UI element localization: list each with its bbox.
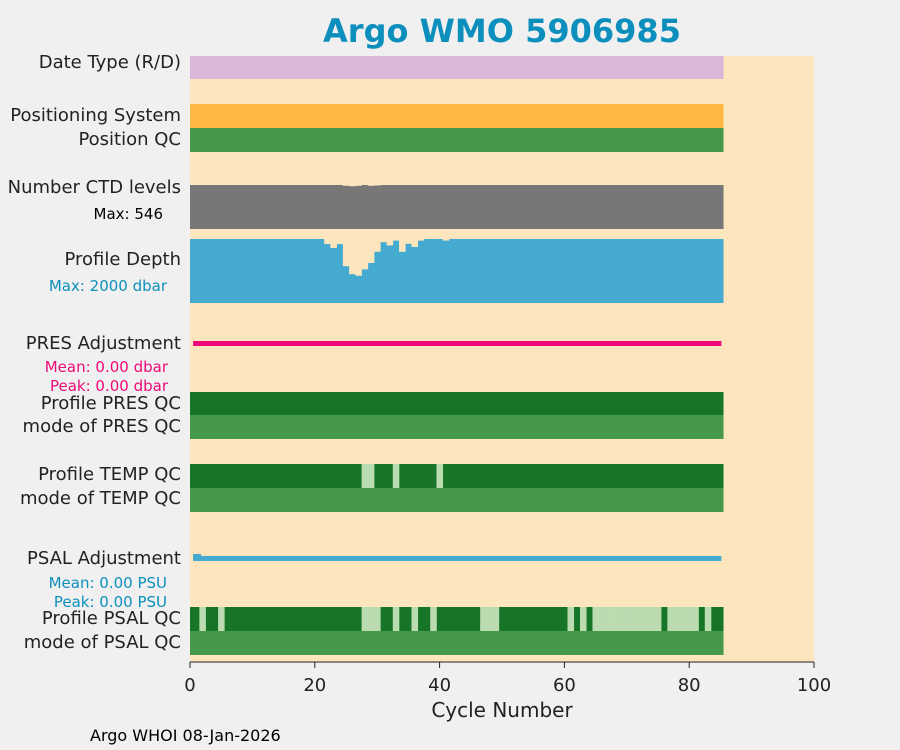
label-position-qc: Position QC — [78, 129, 181, 150]
mode-psal-qc-bar — [190, 631, 724, 655]
x-axis-label: Cycle Number — [431, 698, 573, 722]
date-type-bar — [190, 56, 724, 79]
ctd-dip-mark — [355, 185, 362, 186]
label-profile-psal-qc: Profile PSAL QC — [41, 608, 181, 629]
psal-qc-flag-mark — [629, 607, 637, 631]
label-mode-temp-qc: mode of TEMP QC — [19, 488, 181, 509]
x-tick-label: 40 — [428, 675, 452, 696]
depth-dip-mark — [336, 239, 344, 245]
ctd-dip-mark — [367, 185, 375, 186]
pres-adjustment-line — [193, 341, 722, 346]
depth-dip-mark — [405, 239, 412, 244]
pres-peak-label: Peak: 0.00 dbar — [49, 377, 168, 395]
psal-qc-flag-mark — [611, 607, 618, 631]
label-date-type: Date Type (R/D) — [38, 52, 181, 73]
ctd-levels-bar — [190, 185, 724, 229]
psal-adjustment-line — [193, 556, 722, 561]
psal-qc-flag-mark — [392, 607, 400, 631]
psal-qc-flag-mark — [679, 607, 687, 631]
psal-qc-flag-mark — [598, 607, 606, 631]
psal-qc-flag-mark — [486, 607, 493, 631]
positioning-system-bar — [190, 104, 724, 128]
pres-mean-label: Mean: 0.00 dbar — [44, 358, 168, 376]
x-tick-label: 60 — [552, 675, 576, 696]
label-psal-adjustment: PSAL Adjustment — [26, 548, 181, 569]
psal-qc-flag-mark — [636, 607, 643, 631]
psal-qc-flag-mark — [642, 607, 649, 631]
psal-qc-flag-mark — [480, 607, 487, 631]
ctd-max-label: Max: 546 — [93, 205, 163, 223]
mode-pres-qc-bar — [190, 415, 724, 439]
psal-qc-flag-mark — [592, 607, 600, 631]
depth-dip-mark — [442, 239, 450, 241]
depth-max-label: Max: 2000 dbar — [48, 277, 167, 295]
psal-qc-flag-mark — [704, 607, 712, 631]
label-profile-pres-qc: Profile PRES QC — [40, 393, 181, 414]
ctd-dip-mark — [349, 185, 356, 187]
psal-qc-flag-mark — [617, 607, 624, 631]
temp-qc-flag-mark — [361, 464, 369, 488]
ctd-dip-mark — [342, 185, 350, 186]
psal-qc-flag-mark — [654, 607, 662, 631]
footer-credit: Argo WHOI 08-Jan-2026 — [90, 726, 281, 745]
psal-qc-flag-mark — [604, 607, 612, 631]
profile-depth-bar — [190, 239, 724, 303]
depth-dip-mark — [367, 239, 375, 263]
psal-qc-flag-mark — [580, 607, 587, 631]
depth-dip-mark — [355, 239, 362, 276]
depth-dip-mark — [392, 239, 400, 241]
psal-qc-flag-mark — [673, 607, 681, 631]
psal-adjustment-start-mark — [193, 554, 202, 558]
psal-peak-label: Peak: 0.00 PSU — [53, 593, 167, 611]
psal-qc-flag-mark — [667, 607, 674, 631]
depth-dip-mark — [374, 239, 381, 252]
depth-dip-mark — [324, 239, 331, 245]
psal-qc-flag-mark — [199, 607, 206, 631]
label-profile-temp-qc: Profile TEMP QC — [38, 464, 181, 485]
psal-qc-flag-mark — [648, 607, 656, 631]
temp-qc-flag-mark — [392, 464, 400, 488]
label-mode-psal-qc: mode of PSAL QC — [23, 632, 181, 653]
depth-dip-mark — [330, 239, 337, 248]
psal-qc-flag-mark — [411, 607, 419, 631]
position-qc-bar — [190, 128, 724, 152]
x-tick-label: 100 — [796, 675, 832, 696]
label-positioning-system: Positioning System — [10, 105, 181, 126]
psal-qc-flag-mark — [367, 607, 375, 631]
psal-qc-flag-mark — [218, 607, 225, 631]
chart-title: Argo WMO 5906985 — [323, 12, 681, 50]
psal-mean-label: Mean: 0.00 PSU — [48, 574, 167, 592]
temp-qc-flag-mark — [367, 464, 375, 488]
depth-dip-mark — [380, 239, 387, 243]
x-tick-label: 0 — [184, 675, 196, 696]
depth-dip-mark — [399, 239, 406, 252]
temp-qc-flag-mark — [436, 464, 444, 488]
psal-qc-flag-mark — [623, 607, 631, 631]
psal-qc-flag-mark — [374, 607, 381, 631]
depth-dip-mark — [361, 239, 369, 270]
psal-qc-flag-mark — [430, 607, 437, 631]
psal-qc-flag-mark — [692, 607, 699, 631]
label-mode-pres-qc: mode of PRES QC — [22, 416, 181, 437]
mode-temp-qc-bar — [190, 488, 724, 512]
x-tick-label: 20 — [303, 675, 327, 696]
profile-temp-qc-bar — [190, 464, 724, 488]
depth-dip-mark — [349, 239, 356, 275]
label-pres-adjustment: PRES Adjustment — [25, 333, 181, 354]
profile-pres-qc-bar — [190, 392, 724, 415]
psal-qc-flag-mark — [361, 607, 369, 631]
depth-dip-mark — [411, 239, 419, 247]
label-profile-depth: Profile Depth — [64, 249, 181, 270]
psal-qc-flag-mark — [492, 607, 500, 631]
psal-qc-flag-mark — [686, 607, 693, 631]
x-tick-label: 80 — [677, 675, 701, 696]
depth-dip-mark — [342, 239, 350, 267]
psal-qc-flag-mark — [567, 607, 575, 631]
label-ctd-levels: Number CTD levels — [7, 177, 181, 198]
depth-dip-mark — [417, 239, 425, 241]
depth-dip-mark — [386, 239, 394, 246]
